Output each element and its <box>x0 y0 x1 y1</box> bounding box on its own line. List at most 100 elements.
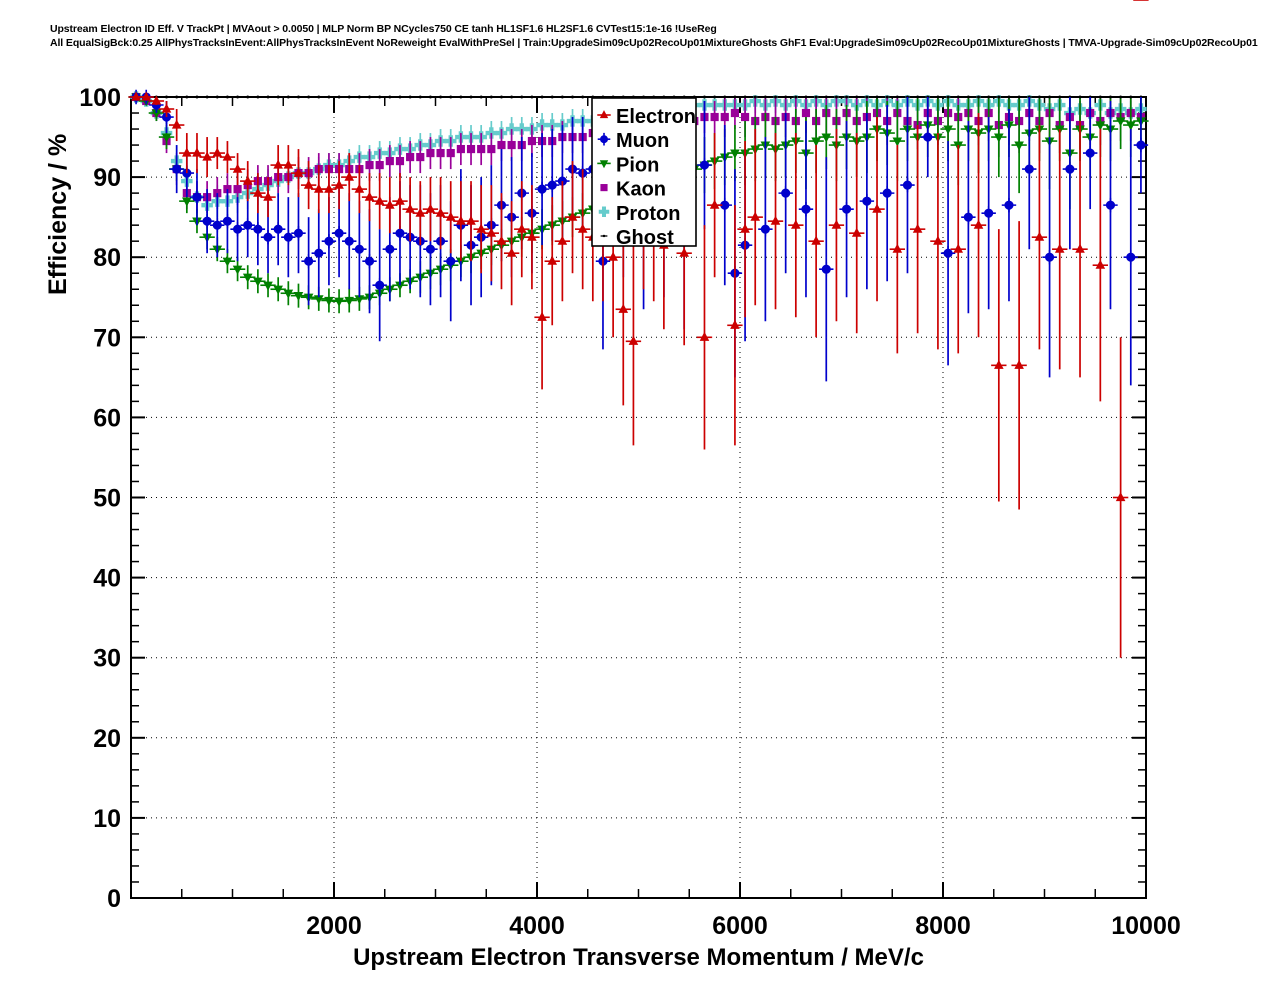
data-point <box>730 149 740 159</box>
data-point <box>801 108 811 118</box>
data-point <box>618 303 629 313</box>
data-point <box>486 227 497 237</box>
x-tick-label: 6000 <box>712 912 768 940</box>
legend-item-pion[interactable]: Pion <box>597 154 659 176</box>
data-point <box>161 103 172 113</box>
data-point <box>1095 259 1106 269</box>
data-point <box>943 125 953 135</box>
data-point <box>445 211 456 221</box>
data-point <box>600 184 608 192</box>
data-point <box>273 285 283 295</box>
data-point <box>933 235 943 245</box>
data-point <box>263 191 273 201</box>
data-point <box>598 206 610 218</box>
data-point <box>364 191 375 201</box>
data-point <box>232 265 243 275</box>
data-point <box>1014 359 1024 369</box>
data-point <box>466 215 476 225</box>
legend-item-electron[interactable]: Electron <box>597 106 696 128</box>
data-point <box>892 243 903 253</box>
data-point <box>344 296 355 306</box>
data-point <box>628 335 639 345</box>
legend-label: Pion <box>616 154 659 176</box>
data-point <box>406 152 415 162</box>
data-point <box>1095 121 1106 131</box>
data-point <box>476 223 486 233</box>
y-tick-label: 60 <box>93 404 121 432</box>
legend-item-proton[interactable]: Proton <box>598 203 681 225</box>
data-point <box>1115 117 1126 127</box>
data-point <box>497 140 506 150</box>
data-point <box>953 243 964 253</box>
data-point <box>710 112 719 122</box>
legend-item-muon[interactable]: Muon <box>597 130 670 152</box>
data-point <box>791 219 801 229</box>
data-point <box>395 195 405 205</box>
series-electron <box>128 0 1149 658</box>
data-point <box>750 211 761 221</box>
data-point <box>151 95 162 105</box>
data-point <box>324 296 334 306</box>
data-point <box>730 319 740 329</box>
data-point <box>416 152 425 162</box>
data-point <box>599 160 609 169</box>
legend-label: Ghost <box>616 227 674 249</box>
data-point <box>182 147 192 157</box>
data-point <box>516 223 527 233</box>
data-point <box>151 109 162 119</box>
data-point <box>577 223 588 233</box>
legend-item-kaon[interactable]: Kaon <box>600 179 666 201</box>
data-point <box>720 112 729 122</box>
data-point <box>527 136 537 146</box>
data-point <box>557 235 568 245</box>
plot-header: Upstream Electron ID Eff. V TrackPt | MV… <box>50 22 1258 50</box>
data-point <box>405 203 415 213</box>
data-point <box>374 195 385 205</box>
data-point <box>263 281 273 291</box>
data-point <box>912 223 923 233</box>
y-tick-label: 50 <box>93 485 121 513</box>
data-point <box>425 203 436 213</box>
data-point <box>435 207 446 217</box>
data-point <box>344 171 355 181</box>
data-point <box>293 292 304 302</box>
data-point <box>182 197 192 207</box>
data-point <box>456 144 465 154</box>
y-tick-label: 0 <box>107 885 121 913</box>
data-point <box>599 110 609 119</box>
data-point <box>1075 243 1085 253</box>
axis-ticks: 0 10 20 30 40 50 60 70 80 90 100 2000 4000 6000 8000 10… <box>79 84 1180 940</box>
data-point <box>567 211 578 221</box>
data-point <box>740 223 750 233</box>
legend-item-ghost[interactable]: Ghost <box>600 227 674 249</box>
data-point <box>831 219 842 229</box>
data-point <box>699 331 710 341</box>
data-point <box>253 187 263 197</box>
legend-label: Muon <box>616 130 669 152</box>
data-point <box>233 185 242 194</box>
y-tick-label: 20 <box>93 725 121 753</box>
data-point <box>385 199 395 209</box>
data-point <box>334 179 344 189</box>
data-point <box>192 147 202 157</box>
data-point <box>141 91 152 101</box>
data-point <box>994 133 1004 143</box>
data-point <box>303 179 314 189</box>
y-tick-label: 90 <box>93 164 121 192</box>
data-point <box>334 297 344 307</box>
data-point <box>506 247 517 257</box>
data-point <box>994 359 1004 369</box>
x-tick-label: 4000 <box>509 912 565 940</box>
data-point <box>365 161 374 170</box>
data-point <box>608 251 618 261</box>
y-tick-label: 100 <box>79 84 121 112</box>
series-ghost <box>132 95 1145 99</box>
data-point <box>354 183 365 193</box>
data-point <box>242 273 253 283</box>
data-point <box>811 137 821 147</box>
y-tick-label: 70 <box>93 324 121 352</box>
data-point <box>273 159 283 169</box>
